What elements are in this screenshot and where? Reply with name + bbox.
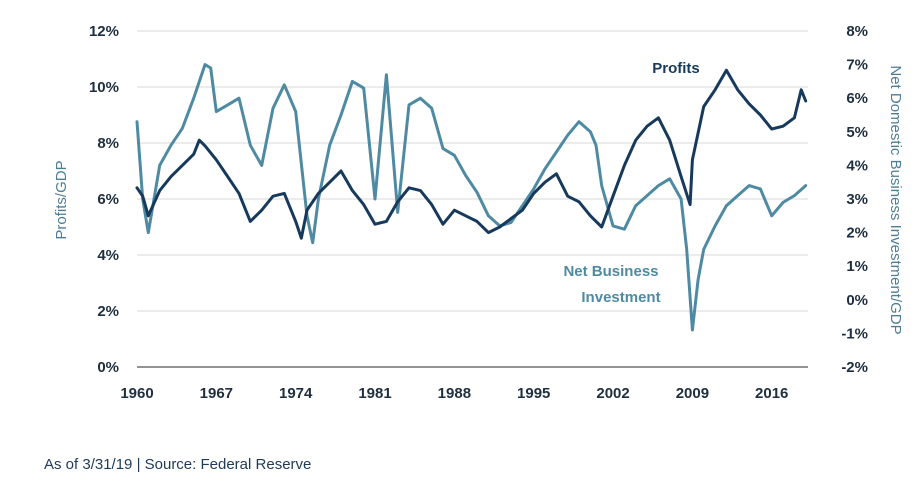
y2-tick-label: 8% xyxy=(846,23,868,40)
left-axis-ticks: 0% 2% 4% 6% 8% 10% 12% xyxy=(89,23,119,376)
y2-tick-label: -2% xyxy=(841,359,868,376)
y2-tick-label: 2% xyxy=(846,225,868,242)
y2-tick-label: 4% xyxy=(846,157,868,174)
y-tick-label: 12% xyxy=(89,23,119,40)
left-axis-title: Profits/GDP xyxy=(53,160,70,239)
y2-tick-label: 3% xyxy=(846,191,868,208)
x-axis-ticks: 1960 1967 1974 1981 1988 1995 2002 2009 2016 xyxy=(120,385,788,402)
x-tick-label: 1988 xyxy=(438,385,471,402)
series-net-business-investment-line xyxy=(135,63,808,332)
series-lines xyxy=(135,63,808,332)
x-tick-label: 2002 xyxy=(596,385,629,402)
y2-tick-label: 1% xyxy=(846,258,868,275)
source-note: As of 3/31/19 | Source: Federal Reserve xyxy=(44,456,312,473)
right-axis-ticks: -2% -1% 0% 1% 2% 3% 4% 5% 6% 7% 8% xyxy=(841,23,868,376)
y-tick-label: 4% xyxy=(97,247,119,264)
x-tick-label: 2016 xyxy=(755,385,788,402)
x-tick-label: 1960 xyxy=(120,385,153,402)
right-axis-title: Net Domestic Business Investment/GDP xyxy=(887,65,904,334)
x-tick-label: 2009 xyxy=(676,385,709,402)
y2-tick-label: 0% xyxy=(846,292,868,309)
y-tick-label: 2% xyxy=(97,303,119,320)
y-tick-label: 8% xyxy=(97,135,119,152)
annotation-profits: Profits xyxy=(652,60,700,77)
y-tick-label: 0% xyxy=(97,359,119,376)
x-tick-label: 1967 xyxy=(200,385,233,402)
gridlines xyxy=(137,30,808,368)
y-tick-label: 6% xyxy=(97,191,119,208)
y2-tick-label: 6% xyxy=(846,90,868,107)
y2-tick-label: 7% xyxy=(846,57,868,74)
annotation-investment-line-2: Investment xyxy=(581,289,660,306)
y2-tick-label: -1% xyxy=(841,325,868,342)
y-tick-label: 10% xyxy=(89,79,119,96)
x-tick-label: 1981 xyxy=(358,385,391,402)
x-tick-label: 1995 xyxy=(517,385,550,402)
series-profits-line xyxy=(135,68,808,240)
x-tick-label: 1974 xyxy=(279,385,313,402)
annotation-investment-line-1: Net Business xyxy=(563,263,658,280)
y2-tick-label: 5% xyxy=(846,124,868,141)
